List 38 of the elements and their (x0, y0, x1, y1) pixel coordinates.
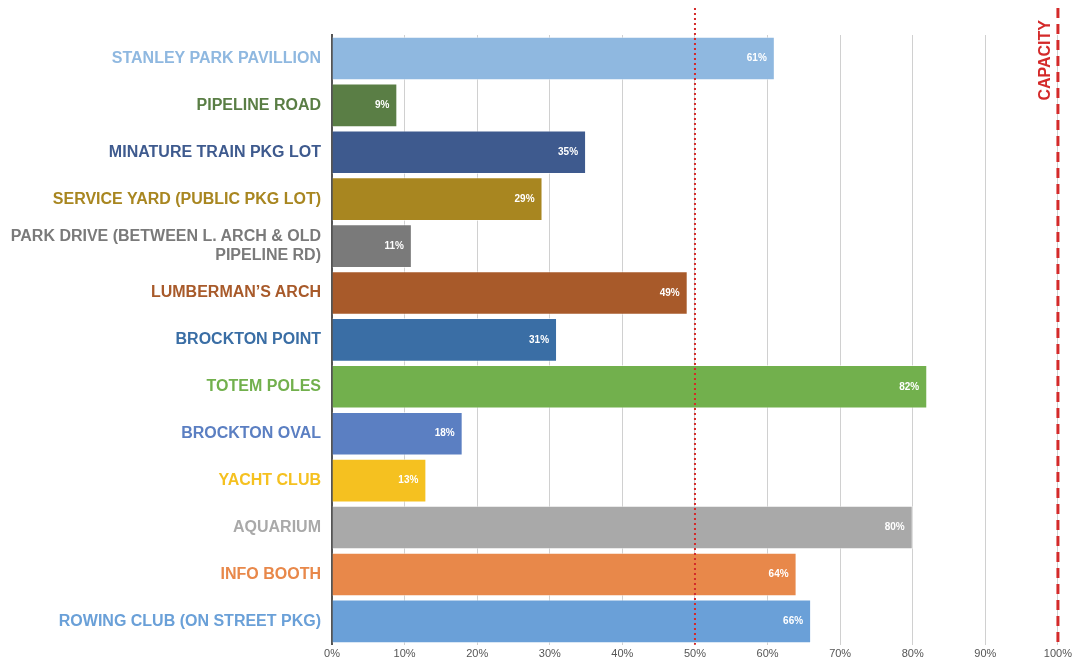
x-tick-label: 90% (974, 647, 997, 660)
data-label: 9% (374, 99, 390, 111)
y-tick-label: SERVICE YARD (PUBLIC PKG LOT) (52, 189, 321, 207)
y-tick-label: PIPELINE ROAD (196, 95, 321, 113)
y-tick-label: ROWING CLUB (ON STREET PKG) (58, 611, 321, 629)
data-label: 64% (768, 568, 789, 580)
x-tick-label: 20% (466, 647, 489, 660)
y-tick-label: PARK DRIVE (BETWEEN L. ARCH & OLD PIPELINE RD) (10, 226, 321, 264)
data-label: 82% (899, 380, 920, 392)
x-tick-label: 10% (393, 647, 416, 660)
y-tick-label: INFO BOOTH (220, 564, 321, 582)
y-tick-label: LUMBERMAN’S ARCH (150, 283, 321, 301)
y-tick-label: TOTEM POLES (206, 377, 322, 395)
data-label: 61% (746, 52, 767, 64)
y-tick-label: BROCKTON POINT (175, 330, 322, 348)
data-label: 13% (398, 474, 419, 486)
data-label: 80% (884, 521, 905, 533)
x-tick-label: 60% (756, 647, 779, 660)
x-tick-label: 40% (611, 647, 634, 660)
data-label: 49% (659, 286, 680, 298)
data-label: 31% (529, 333, 550, 345)
x-tick-label: 50% (683, 647, 707, 660)
x-tick-label: 80% (901, 647, 924, 660)
y-tick-label: YACHT CLUB (218, 471, 321, 489)
y-tick-label: AQUARIUM (233, 517, 321, 535)
data-label: 35% (558, 146, 579, 158)
data-label: 29% (514, 192, 535, 204)
x-tick-label: 100% (1043, 647, 1073, 660)
y-tick-label: MINATURE TRAIN PKG LOT (108, 142, 322, 160)
ref-line-label: CAPACITY (1036, 19, 1054, 101)
x-tick-label: 0% (324, 647, 341, 660)
data-label: 66% (783, 615, 804, 627)
x-tick-label: 30% (538, 647, 561, 660)
y-tick-label: STANLEY PARK PAVILLION (111, 48, 321, 66)
data-label: 11% (384, 239, 404, 251)
y-tick-label: BROCKTON OVAL (181, 424, 322, 442)
x-tick-label: 70% (829, 647, 852, 660)
data-label: 18% (434, 427, 455, 439)
